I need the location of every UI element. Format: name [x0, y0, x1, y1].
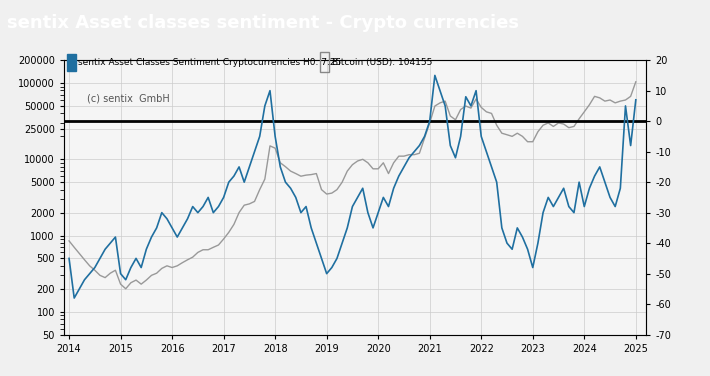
Text: Bitcoin (USD): 104155: Bitcoin (USD): 104155	[332, 58, 432, 67]
Text: (c) sentix  GmbH: (c) sentix GmbH	[87, 93, 170, 103]
Text: sentix Asset Classes Sentiment Cryptocurrencies H0: 7.25: sentix Asset Classes Sentiment Cryptocur…	[78, 58, 342, 67]
Text: sentix Asset classes sentiment - Crypto currencies: sentix Asset classes sentiment - Crypto …	[7, 14, 519, 32]
Bar	[320, 52, 329, 72]
Bar	[67, 54, 75, 71]
